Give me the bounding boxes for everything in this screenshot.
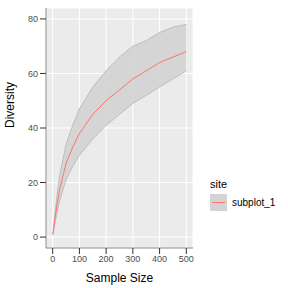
svg-text:200: 200 xyxy=(99,254,114,264)
svg-text:300: 300 xyxy=(125,254,140,264)
svg-text:40: 40 xyxy=(28,123,38,133)
html-text:subplot_1: subplot_1 xyxy=(232,197,276,208)
svg-text:0: 0 xyxy=(33,232,38,242)
svg-text:Diversity: Diversity xyxy=(8,82,17,128)
svg-text:0: 0 xyxy=(50,254,55,264)
svg-text:80: 80 xyxy=(28,14,38,24)
svg-text:60: 60 xyxy=(28,69,38,79)
svg-text:400: 400 xyxy=(152,254,167,264)
svg-text:20: 20 xyxy=(28,178,38,188)
html-text:site: site xyxy=(210,178,228,190)
svg-text:100: 100 xyxy=(72,254,87,264)
svg-text:500: 500 xyxy=(179,254,194,264)
svg-text:Sample Size: Sample Size xyxy=(86,271,154,285)
